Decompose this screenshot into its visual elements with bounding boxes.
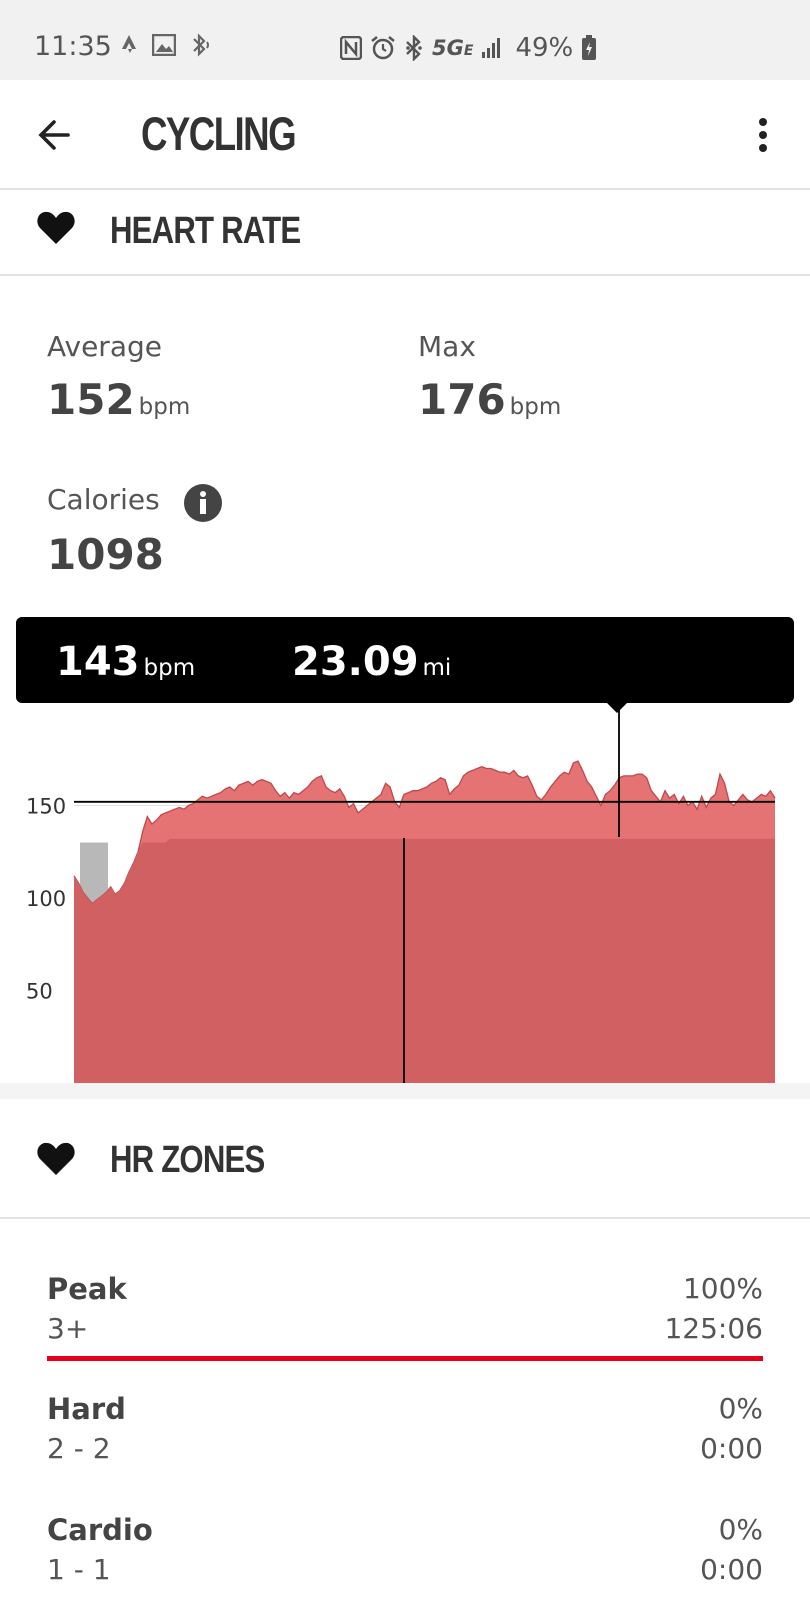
zone-name: Peak — [47, 1272, 127, 1306]
calories-label: Calories — [47, 483, 160, 516]
zone-progress-bar — [47, 1356, 763, 1361]
signal-icon — [482, 38, 501, 58]
zone-percent: 100% — [682, 1272, 763, 1305]
chart-tooltip: 143 bpm 23.09 mi — [16, 617, 794, 703]
zone-row-peak: Peak 3+ 100% 125:06 — [47, 1272, 763, 1361]
back-arrow-icon[interactable] — [34, 113, 78, 157]
zone-row-cardio: Cardio 1 - 1 0% 0:00 — [47, 1513, 763, 1593]
zone-range: 2 - 2 — [47, 1432, 111, 1465]
heart-rate-line — [73, 760, 776, 905]
calories-value: 1098 — [47, 530, 164, 579]
alarm-icon — [371, 36, 395, 60]
zone-time: 0:00 — [700, 1432, 763, 1465]
zone-row-hard: Hard 2 - 2 0% 0:00 — [47, 1392, 763, 1472]
app-bar: CYCLING — [0, 80, 810, 190]
notification-icons — [120, 33, 212, 57]
heart-rate-header: HEART RATE — [0, 190, 810, 276]
tooltip-distance: 23.09 mi — [292, 639, 452, 685]
battery-charging-icon — [582, 35, 597, 60]
chart-divider — [0, 1083, 810, 1099]
max-value: 176 bpm — [418, 375, 562, 424]
system-icons: 5GE 49% — [340, 33, 597, 63]
more-vert-icon[interactable] — [748, 113, 778, 157]
bluetooth-audio-icon — [193, 33, 209, 57]
y-tick-label: 100 — [26, 887, 66, 911]
zone-percent: 0% — [718, 1513, 763, 1546]
heart-icon — [37, 211, 75, 244]
zone-range: 1 - 1 — [47, 1553, 111, 1586]
average-value: 152 bpm — [47, 375, 191, 424]
hr-zones-title: HR ZONES — [110, 1139, 265, 1181]
max-label: Max — [418, 330, 476, 363]
info-icon[interactable] — [183, 483, 223, 523]
strava-icon — [122, 35, 136, 53]
zone-time: 0:00 — [700, 1553, 763, 1586]
average-label: Average — [47, 330, 162, 363]
heart-rate-title: HEART RATE — [110, 210, 301, 252]
status-bar: 11:35 5GE 49% — [0, 0, 810, 80]
zone-name: Hard — [47, 1392, 126, 1426]
page-title: CYCLING — [141, 107, 297, 160]
hr-zones-header: HR ZONES — [0, 1099, 810, 1219]
heart-icon — [37, 1142, 75, 1175]
heart-rate-chart[interactable]: 150 100 50 — [0, 705, 810, 1083]
tooltip-hr: 143 bpm — [56, 639, 196, 685]
status-time: 11:35 — [34, 31, 112, 62]
zone-percent: 0% — [718, 1392, 763, 1425]
image-icon — [152, 34, 176, 56]
battery-percent: 49% — [515, 33, 574, 63]
zone-area — [74, 838, 775, 1083]
network-type: 5GE — [432, 36, 474, 60]
y-tick-label: 50 — [26, 980, 53, 1004]
zone-time: 125:06 — [664, 1312, 763, 1345]
nfc-icon — [340, 36, 362, 60]
tooltip-pointer — [606, 702, 628, 713]
zone-range: 3+ — [47, 1312, 89, 1345]
zone-name: Cardio — [47, 1513, 153, 1547]
bluetooth-icon — [406, 35, 422, 61]
y-tick-label: 150 — [26, 795, 66, 819]
